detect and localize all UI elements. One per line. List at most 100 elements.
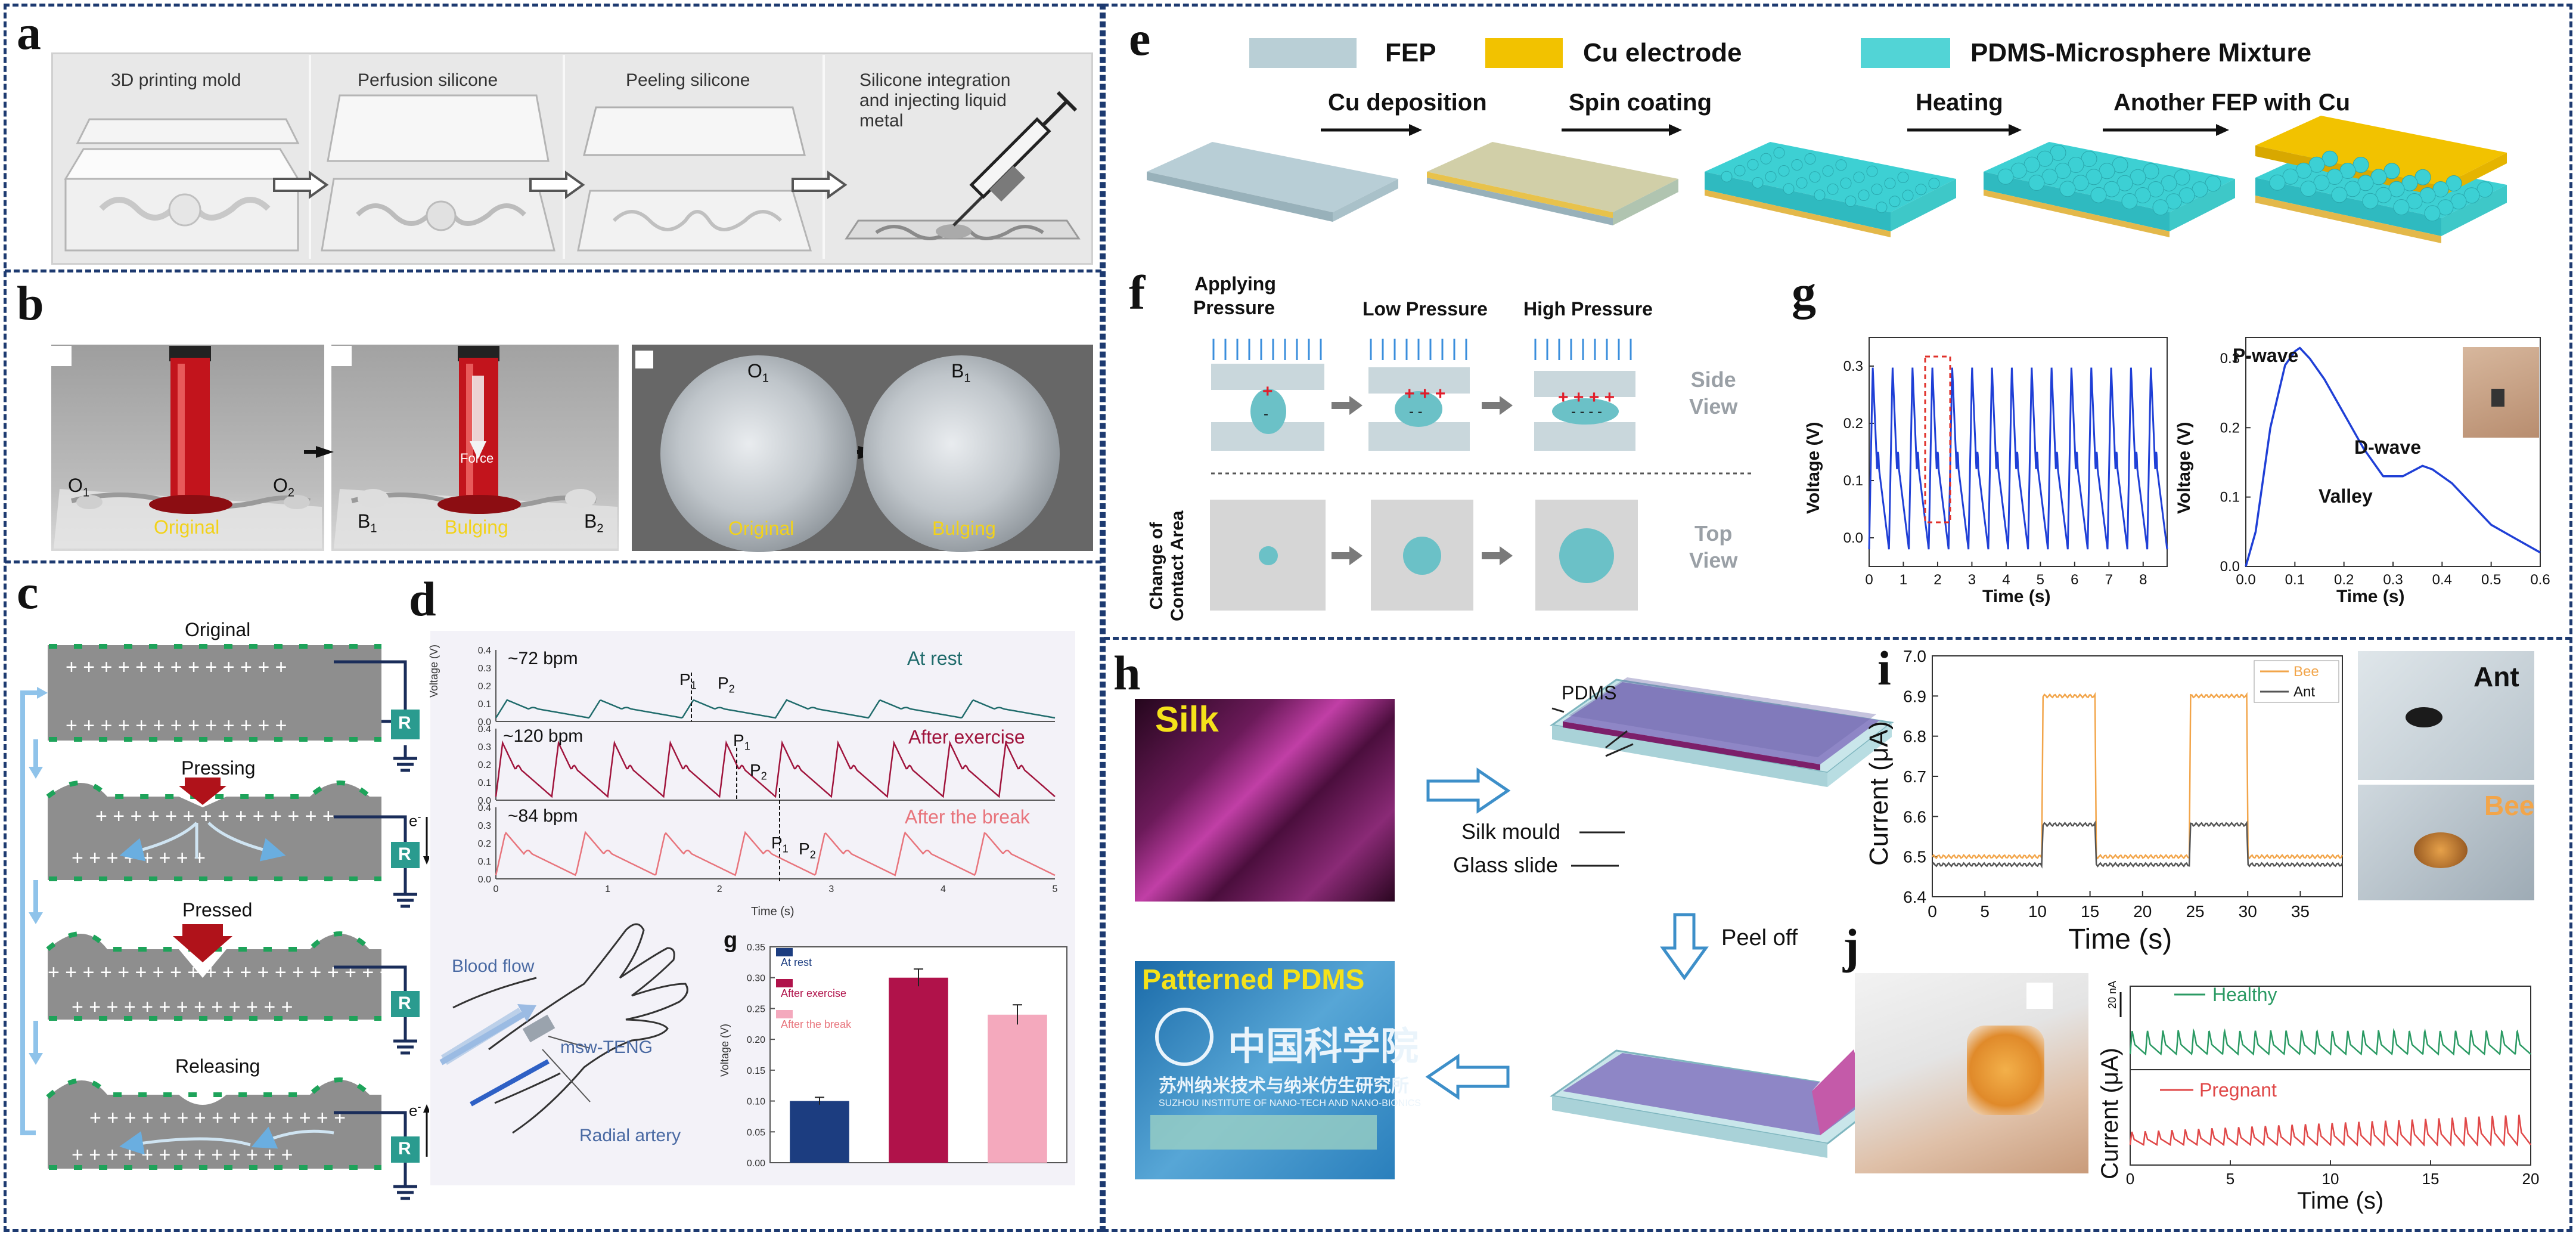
panel-label-f: f	[1129, 265, 1146, 320]
svg-text:- -: - -	[1409, 404, 1423, 420]
microsphere-e3-0-1	[1804, 153, 1816, 165]
panel-d-xlabel: Time (s)	[751, 905, 794, 918]
panel-e-legend-pdms-swatch	[1861, 38, 1950, 68]
microsphere-e3-3-4	[1858, 190, 1870, 201]
microsphere-e3-3-1	[1765, 171, 1777, 182]
microsphere-e3-1-3	[1853, 171, 1865, 183]
microsphere-e3-2-5	[1902, 190, 1914, 202]
g-left-ytick-2: 0.2	[1843, 416, 1863, 432]
panel-d-state-break: After the break	[905, 806, 1030, 828]
panel-i-photo-ant: Ant	[2473, 661, 2519, 692]
pulse-line-2	[495, 831, 1056, 876]
bar-legend-swatch-1	[776, 979, 793, 987]
svg-text:+ + + + + + + + + + + + + + +: + + + + + + + + + + + + + + + + + + + + …	[48, 961, 409, 984]
pulse-xtick-4: 4	[941, 884, 946, 894]
microsphere-e4-4-4	[2121, 193, 2138, 209]
svg-text:+ + +: + + +	[1404, 384, 1445, 404]
g-left-xtick-0: 0	[1865, 572, 1873, 588]
panel-frame-left	[4, 4, 1103, 1232]
g-left-xtick-2: 2	[1933, 572, 1941, 588]
panel-d-break-p1: P1	[771, 834, 789, 855]
panel-a-drawings	[64, 91, 1081, 252]
i-ytick-5: 6.9	[1903, 687, 1926, 705]
panel-b-circle-b1: B1	[951, 360, 971, 385]
panel-label-i: i	[1877, 641, 1891, 695]
pulse-ytick-1-0: 0.0	[478, 796, 491, 806]
panel-d-state-exercise: After exercise	[908, 726, 1025, 748]
i-ytick-6: 7.0	[1903, 647, 1926, 665]
panel-f-side-view-line2: View	[1689, 394, 1738, 419]
panel-f-stage-high: High Pressure	[1523, 298, 1653, 320]
panel-c-state-pressing: Pressing	[181, 757, 256, 779]
microsphere-e4-4-3	[2090, 187, 2107, 203]
i-ytick-2: 6.6	[1903, 807, 1926, 826]
i-xtick-7: 35	[2291, 902, 2310, 921]
i-xtick-4: 20	[2133, 902, 2152, 921]
bar-legend-swatch-2	[776, 1010, 793, 1018]
g-right-xtick-0: 0.0	[2236, 572, 2255, 588]
microsphere-e5-4-0	[2269, 174, 2286, 191]
panel-d-radial-artery: Radial artery	[579, 1126, 681, 1145]
microsphere-e3-2-2	[1809, 171, 1821, 183]
panel-h-pdms: PDMS	[1562, 682, 1617, 704]
panel-j-healthy: Healthy	[2212, 984, 2277, 1005]
bar-0	[790, 1101, 849, 1163]
panel-d-bar-label: g	[724, 928, 738, 953]
pulse-line-0	[495, 699, 1056, 719]
g-left-ytick-3: 0.3	[1843, 358, 1863, 374]
microsphere-e4-4-2	[2059, 181, 2076, 197]
microsphere-e3-4-3	[1814, 189, 1826, 201]
j-xtick-4: 20	[2522, 1170, 2540, 1188]
panel-a-step-1: 3D printing mold	[111, 70, 241, 90]
microsphere-e5-4-4	[2393, 199, 2410, 215]
panel-i-bee-insect	[2414, 832, 2468, 868]
panel-i-xlabel: Time (s)	[2068, 924, 2172, 955]
i-line-bee	[1932, 692, 2344, 861]
pulse-ytick-2-4: 0.4	[478, 803, 491, 813]
svg-text:+ + + + + + + + + + + + +: + + + + + + + + + + + + +	[66, 714, 287, 737]
panel-f-stage-applying: Applying	[1194, 273, 1276, 295]
g-right-ytick-0: 0.0	[2220, 559, 2240, 575]
i-ytick-3: 6.7	[1903, 767, 1926, 786]
microsphere-e3-4-1	[1752, 177, 1764, 188]
bar-ytick-7: 0.35	[747, 943, 765, 953]
i-legend-ant: Ant	[2293, 684, 2315, 700]
panel-a-divider-1	[309, 55, 311, 259]
panel-e-legend-cu-swatch	[1485, 38, 1563, 68]
panel-f-diagram: + + + + + + + + - - - - - - -	[1210, 339, 1755, 611]
bar-ytick-0: 0.00	[747, 1159, 765, 1169]
panel-b-b2: B2	[584, 510, 604, 535]
panel-h-logo	[1155, 1008, 1213, 1066]
microsphere-e3-2-1	[1778, 165, 1790, 176]
g-right-xtick-1: 0.1	[2285, 572, 2305, 588]
panel-h-peel-off: Peel off	[1721, 925, 1798, 950]
pulse-xtick-5: 5	[1053, 884, 1058, 894]
pulse-xtick-2: 2	[717, 884, 722, 894]
microsphere-e3-0-0	[1773, 147, 1785, 159]
panel-e-step-cu-deposition: Cu deposition	[1328, 89, 1487, 116]
panel-b-circle-label-bulging: Bulging	[932, 518, 996, 539]
pulse-ytick-2-1: 0.1	[478, 857, 491, 867]
bar-ytick-4: 0.20	[747, 1035, 765, 1045]
g-left-ytick-0: 0.0	[1843, 530, 1863, 546]
panel-c-state-releasing: Releasing	[175, 1055, 260, 1077]
pulse-ytick-2-0: 0.0	[478, 875, 491, 885]
panel-j-pregnant: Pregnant	[2199, 1079, 2277, 1101]
g-left-xtick-5: 5	[2037, 572, 2044, 588]
g-right-ytick-1: 0.1	[2220, 490, 2240, 506]
panel-f-top-view: Top View	[1689, 520, 1737, 574]
panel-h-silk-label: Silk	[1155, 699, 1219, 739]
g-left-ytick-1: 0.1	[1843, 473, 1863, 489]
microsphere-e3-4-2	[1783, 183, 1795, 195]
i-legend-bee: Bee	[2293, 664, 2319, 680]
microsphere-e3-0-4	[1897, 172, 1909, 183]
pulse-ytick-0-4: 0.4	[478, 646, 491, 656]
panel-b-drawings	[54, 346, 880, 549]
panel-c-electron-2: e-	[409, 1101, 421, 1120]
i-xtick-5: 25	[2186, 902, 2204, 921]
panel-h-inst-cn: 苏州纳米技术与纳米仿生研究所	[1159, 1076, 1409, 1096]
g-left-frame	[1869, 337, 2168, 567]
g-right-xtick-3: 0.3	[2383, 572, 2403, 588]
g-left-xtick-4: 4	[2002, 572, 2010, 588]
